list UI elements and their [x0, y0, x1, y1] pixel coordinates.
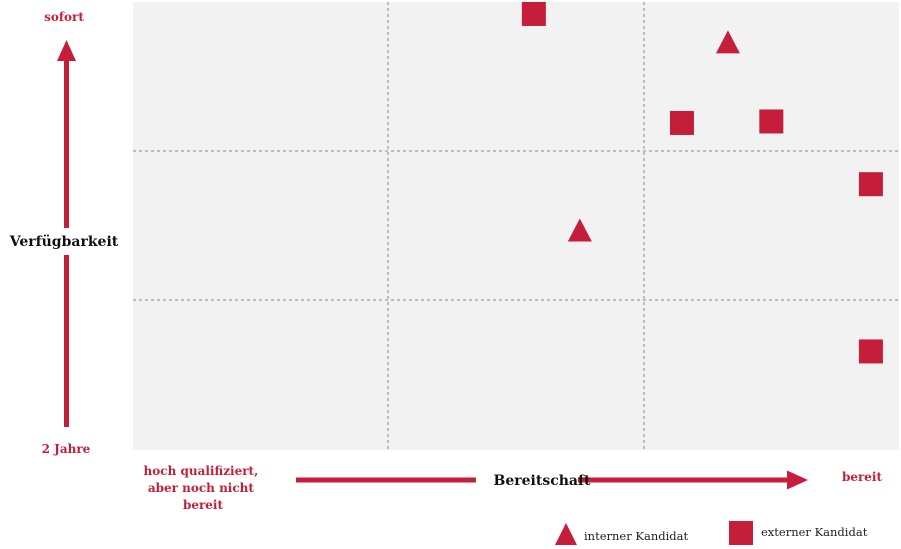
- legend-label-external: externer Kandidat: [761, 525, 868, 539]
- x-axis-arrow: [296, 470, 808, 490]
- legend-label-internal: interner Kandidat: [584, 529, 688, 543]
- y-axis-title: Verfügbarkeit: [9, 234, 119, 250]
- x-axis-high-label: bereit: [842, 470, 883, 484]
- grid: [133, 2, 899, 450]
- y-axis-arrow: [57, 40, 76, 427]
- marker-internal-candidate-2: [567, 218, 592, 242]
- y-axis-arrow-lower-shaft: [64, 255, 69, 427]
- markers: [521, 1, 883, 364]
- marker-external-candidate-1: [521, 1, 546, 26]
- x-axis-arrowhead: [787, 470, 808, 490]
- legend-triangle-icon: [555, 523, 577, 545]
- legend: interner Kandidat externer Kandidat: [555, 521, 868, 545]
- x-axis-title: Bereitschaft: [494, 473, 591, 489]
- x-axis-arrow-right-shaft: [578, 477, 790, 483]
- plot-area: [133, 2, 899, 450]
- x-axis-low-label: hoch qualifiziert, aber noch nicht berei…: [144, 464, 263, 512]
- legend-square-icon: [729, 521, 753, 545]
- marker-external-candidate-4: [858, 172, 883, 197]
- marker-external-candidate-5: [858, 339, 883, 364]
- marker-internal-candidate-1: [715, 30, 740, 54]
- y-axis-low-label: 2 Jahre: [42, 442, 91, 456]
- marker-external-candidate-2: [669, 110, 694, 135]
- y-axis-arrow-upper-shaft: [64, 60, 69, 228]
- marker-external-candidate-3: [759, 109, 784, 134]
- y-axis-high-label: sofort: [44, 10, 84, 24]
- x-axis-arrow-left-shaft: [296, 477, 476, 483]
- y-axis-arrowhead: [57, 40, 76, 61]
